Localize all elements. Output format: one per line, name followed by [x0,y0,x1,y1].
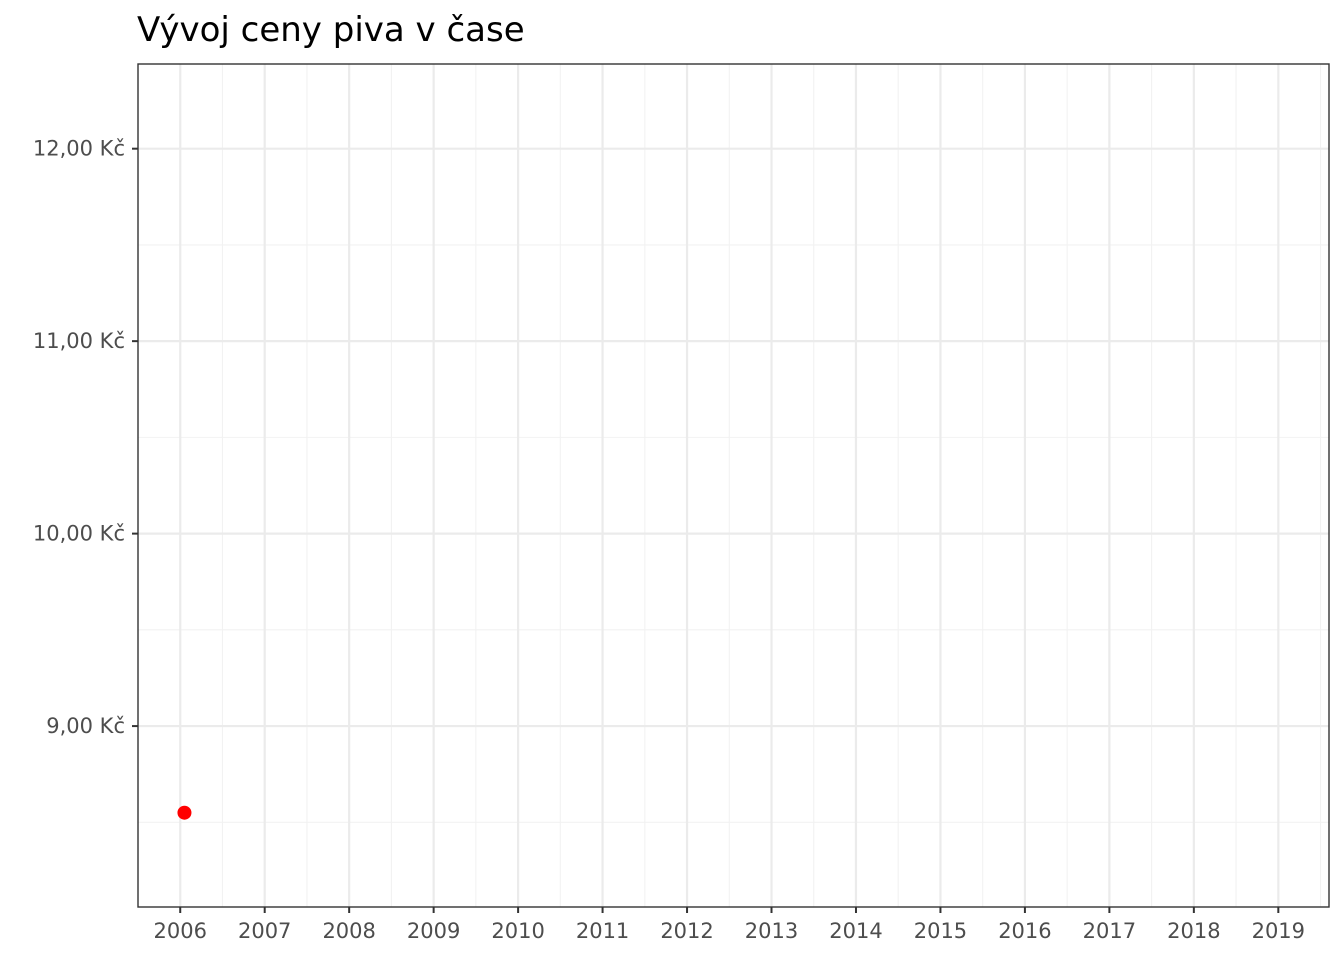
y-tick-label: 10,00 Kč [33,522,125,546]
x-tick-label: 2013 [745,919,798,943]
y-axis: 9,00 Kč 10,00 Kč 11,00 Kč 12,00 Kč [33,137,138,738]
x-tick-label: 2007 [238,919,291,943]
x-tick-label: 2011 [576,919,629,943]
x-tick-label: 2017 [1083,919,1136,943]
x-tick-label: 2006 [154,919,207,943]
chart-title: Vývoj ceny piva v čase [137,10,525,50]
x-tick-label: 2008 [322,919,375,943]
x-tick-label: 2018 [1167,919,1220,943]
x-tick-label: 2009 [407,919,460,943]
x-tick-label: 2010 [491,919,544,943]
x-tick-label: 2019 [1252,919,1305,943]
y-tick-label: 11,00 Kč [33,329,125,353]
data-points [177,805,192,820]
major-gridlines [138,64,1329,907]
plot-panel-border [137,63,1330,908]
data-point [177,805,192,820]
y-tick-label: 9,00 Kč [46,714,125,738]
x-axis: 2006 2007 2008 2009 2010 2011 2012 2013 2014 2015… [154,907,1305,943]
x-tick-label: 2015 [914,919,967,943]
minor-gridlines [138,64,1329,907]
x-tick-label: 2016 [998,919,1051,943]
y-tick-label: 12,00 Kč [33,137,125,161]
x-tick-label: 2014 [829,919,882,943]
x-tick-label: 2012 [660,919,713,943]
